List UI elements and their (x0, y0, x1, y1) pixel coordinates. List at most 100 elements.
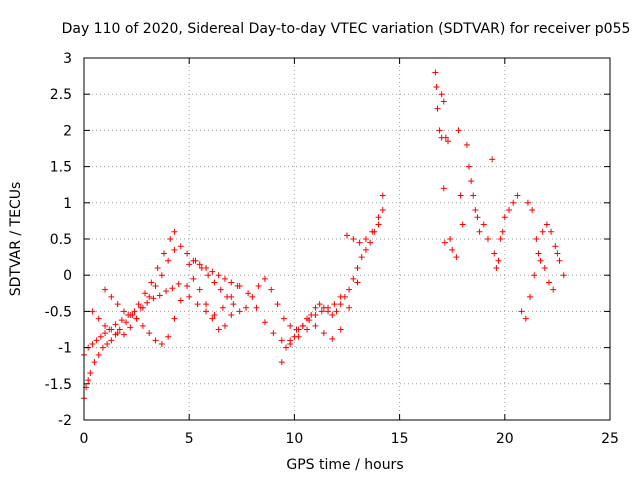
y-tick-label: -2 (58, 413, 72, 429)
data-point (99, 344, 106, 351)
data-point (211, 312, 218, 319)
data-point (440, 98, 447, 105)
data-point (221, 275, 228, 282)
data-point (133, 315, 140, 322)
data-point (362, 246, 369, 253)
data-point (308, 312, 315, 319)
data-point (184, 283, 191, 290)
y-tick-label: -1 (58, 341, 72, 357)
data-point (375, 214, 382, 221)
data-point (280, 315, 287, 322)
data-point (116, 326, 123, 333)
data-point (156, 292, 163, 299)
data-point (102, 286, 109, 293)
data-point (118, 317, 125, 324)
data-point (287, 322, 294, 329)
data-point (501, 214, 508, 221)
x-tick-label: 10 (285, 431, 303, 447)
data-point (95, 315, 102, 322)
data-point (529, 207, 536, 214)
data-point (514, 192, 521, 199)
data-point (148, 279, 155, 286)
data-point (344, 232, 350, 239)
data-point (171, 246, 178, 253)
data-point (375, 221, 382, 228)
series-track-i (432, 69, 521, 271)
data-point (356, 239, 363, 246)
data-point (434, 105, 441, 112)
data-point (463, 141, 470, 148)
x-tick-label: 0 (80, 431, 89, 447)
data-point (350, 275, 357, 282)
data-point (444, 138, 451, 145)
data-point (495, 257, 502, 264)
series-track-f (186, 279, 361, 347)
data-point (108, 293, 115, 300)
data-point (533, 236, 540, 242)
data-point (167, 236, 174, 242)
data-point (470, 192, 477, 199)
data-point (249, 293, 256, 300)
data-point (261, 275, 268, 282)
x-tick-label: 25 (601, 431, 619, 447)
y-tick-label: 2.5 (50, 87, 72, 103)
data-point (329, 335, 336, 342)
data-point (537, 257, 544, 264)
y-tick-label: 3 (63, 51, 72, 67)
data-point (548, 228, 555, 235)
data-point (358, 254, 365, 261)
data-point (287, 337, 294, 344)
data-point (142, 290, 149, 297)
y-tick-label: 2 (63, 123, 72, 139)
data-point (438, 91, 445, 98)
data-point (320, 304, 327, 311)
x-axis-ticks: 0 5 10 15 20 25 (80, 58, 619, 447)
y-tick-label: -0.5 (45, 304, 72, 320)
data-point (278, 337, 285, 344)
data-point (123, 319, 130, 326)
data-point (253, 304, 260, 311)
data-point (552, 243, 559, 250)
data-point (367, 239, 374, 246)
data-point (333, 308, 340, 315)
data-point (236, 283, 243, 290)
data-point (177, 243, 184, 250)
data-point (175, 280, 182, 287)
data-point (196, 286, 203, 293)
data-point (518, 308, 525, 315)
data-point (192, 257, 199, 264)
data-point (186, 261, 193, 268)
data-point (102, 330, 109, 337)
data-point (268, 286, 275, 293)
data-point (379, 192, 386, 199)
data-point (150, 295, 157, 302)
data-point (236, 308, 243, 315)
y-tick-label: 1.5 (50, 160, 72, 176)
data-point (108, 326, 115, 333)
data-point (184, 250, 191, 257)
data-point (350, 236, 357, 242)
data-point (230, 301, 237, 308)
data-point (318, 308, 325, 315)
series-track-c (89, 243, 241, 338)
data-point (127, 324, 134, 331)
data-point (329, 312, 336, 319)
data-point (211, 279, 218, 286)
y-tick-label: 1 (63, 196, 72, 212)
data-point (139, 304, 146, 311)
data-point (87, 369, 94, 376)
data-point (506, 207, 513, 214)
series-track-h (344, 207, 386, 246)
data-point (196, 261, 203, 268)
data-point (91, 359, 98, 366)
y-tick-label: 0.5 (50, 232, 72, 248)
data-point (291, 333, 298, 340)
data-point (468, 178, 475, 185)
data-point (209, 268, 216, 275)
data-point (531, 272, 538, 279)
data-point (215, 272, 222, 279)
data-point (337, 326, 344, 333)
data-point (432, 69, 439, 76)
data-point (163, 288, 170, 295)
